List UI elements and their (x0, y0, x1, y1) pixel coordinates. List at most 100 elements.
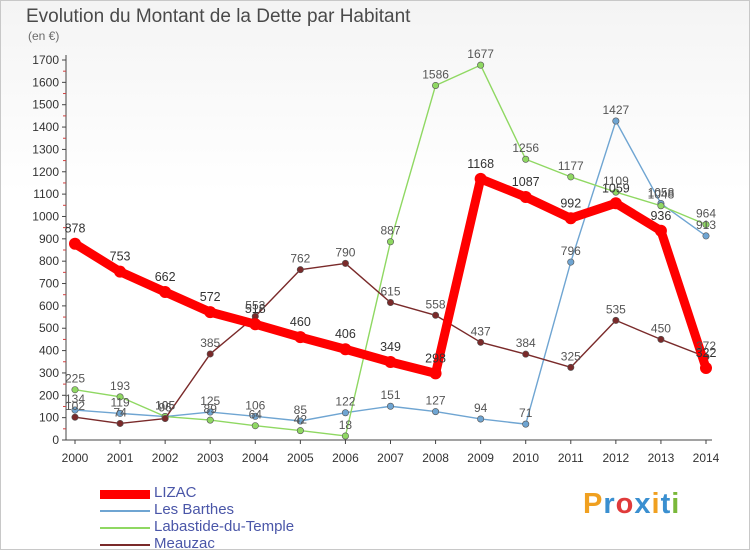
data-label-lizac: 406 (335, 327, 356, 341)
data-point-les-barthes (477, 415, 485, 423)
y-tick-label: 800 (39, 254, 59, 268)
data-label-labastide-du-temple: 105 (155, 399, 175, 413)
data-label-lizac: 1168 (467, 157, 494, 171)
y-tick-label: 1500 (32, 98, 59, 112)
data-label-les-barthes: 151 (380, 388, 400, 402)
data-point-labastide-du-temple (432, 81, 440, 89)
data-point-les-barthes (432, 408, 440, 416)
y-tick-label: 0 (52, 433, 59, 447)
data-point-les-barthes (71, 406, 79, 414)
x-tick-label: 2000 (62, 451, 89, 465)
data-label-labastide-du-temple: 89 (204, 402, 218, 416)
data-point-meauzac (206, 350, 214, 358)
x-tick-label: 2008 (422, 451, 449, 465)
data-label-lizac: 518 (245, 302, 266, 316)
legend-label: Labastide-du-Temple (154, 518, 295, 535)
data-point-meauzac (522, 350, 530, 358)
data-label-meauzac: 535 (606, 302, 626, 316)
data-label-les-barthes: 119 (111, 395, 130, 409)
data-label-meauzac: 762 (290, 252, 310, 266)
data-label-lizac: 753 (110, 250, 131, 264)
data-label-les-barthes: 1427 (603, 103, 630, 117)
logo-letter: o (615, 488, 635, 520)
y-tick-label: 700 (39, 277, 59, 291)
logo-letter: i (651, 488, 661, 520)
data-label-les-barthes: 913 (696, 218, 716, 232)
data-point-lizac (700, 362, 712, 375)
data-label-lizac: 1059 (602, 181, 630, 195)
data-point-lizac (159, 286, 172, 299)
data-point-labastide-du-temple (116, 393, 124, 401)
data-point-lizac (69, 237, 81, 250)
logo-letter: x (634, 488, 652, 520)
unit-label: (en €) (28, 29, 60, 43)
data-point-les-barthes (251, 412, 259, 420)
x-tick-label: 2003 (197, 451, 224, 465)
data-point-meauzac (296, 266, 304, 274)
data-label-meauzac: 372 (696, 339, 716, 353)
data-label-les-barthes: 127 (426, 394, 446, 408)
data-label-meauzac: 558 (426, 297, 446, 311)
data-label-labastide-du-temple: 887 (380, 224, 400, 238)
data-label-labastide-du-temple: 1256 (512, 141, 539, 155)
data-label-meauzac: 553 (245, 298, 265, 312)
data-point-meauzac (657, 335, 665, 343)
data-point-labastide-du-temple (702, 221, 710, 229)
logo-letter: r (603, 488, 616, 520)
data-label-meauzac: 384 (516, 336, 536, 350)
x-tick-label: 2002 (152, 451, 179, 465)
data-point-meauzac (161, 415, 169, 423)
data-label-labastide-du-temple: 1586 (422, 67, 449, 81)
legend-item-meauzac: Meauzac (100, 535, 360, 554)
data-point-labastide-du-temple (567, 173, 575, 181)
legend-label: LIZAC (154, 484, 197, 501)
data-label-meauzac: 437 (471, 324, 491, 338)
data-point-labastide-du-temple (251, 422, 259, 430)
x-tick-label: 2013 (648, 451, 675, 465)
data-label-meauzac: 102 (65, 399, 85, 413)
legend-label: Les Barthes (154, 501, 235, 518)
data-label-meauzac: 325 (561, 349, 581, 363)
y-tick-label: 1200 (32, 165, 59, 179)
data-point-meauzac (341, 259, 349, 267)
series-line-labastide-du-temple (74, 64, 707, 437)
x-tick-label: 2004 (242, 451, 269, 465)
y-tick-label: 1600 (32, 75, 59, 89)
y-tick-label: 300 (39, 366, 59, 380)
x-tick-label: 2007 (377, 451, 404, 465)
data-point-lizac (609, 197, 622, 210)
x-tick-label: 2012 (603, 451, 630, 465)
data-label-lizac: 878 (65, 222, 86, 236)
data-point-lizac (204, 306, 217, 319)
data-label-meauzac: 615 (380, 285, 400, 299)
data-point-meauzac (612, 316, 620, 324)
data-point-labastide-du-temple (206, 416, 214, 424)
data-point-labastide-du-temple (477, 61, 485, 69)
y-tick-label: 100 (39, 411, 59, 425)
data-label-lizac: 1087 (512, 175, 540, 189)
legend-item-lizac: LIZAC (100, 484, 360, 503)
y-tick-label: 400 (39, 344, 59, 358)
data-point-labastide-du-temple (296, 427, 304, 435)
data-label-labastide-du-temple: 42 (294, 413, 308, 427)
x-tick-label: 2005 (287, 451, 314, 465)
legend-label: Meauzac (154, 535, 215, 552)
x-tick-label: 2011 (558, 451, 584, 465)
data-point-les-barthes (612, 117, 620, 125)
data-label-les-barthes: 71 (519, 406, 533, 420)
data-label-labastide-du-temple: 1177 (558, 159, 584, 173)
data-label-labastide-du-temple: 1109 (603, 174, 629, 188)
x-tick-label: 2010 (512, 451, 539, 465)
data-point-les-barthes (567, 258, 575, 266)
data-label-labastide-du-temple: 64 (249, 408, 263, 422)
y-tick-label: 1300 (32, 142, 59, 156)
data-point-labastide-du-temple (341, 432, 349, 440)
x-tick-label: 2009 (467, 451, 494, 465)
data-label-lizac: 572 (200, 290, 221, 304)
data-point-labastide-du-temple (71, 386, 79, 394)
data-point-les-barthes (116, 409, 124, 417)
data-point-meauzac (567, 363, 575, 371)
data-label-labastide-du-temple: 193 (110, 379, 130, 393)
data-label-les-barthes: 134 (65, 392, 85, 406)
y-tick-label: 900 (39, 232, 59, 246)
